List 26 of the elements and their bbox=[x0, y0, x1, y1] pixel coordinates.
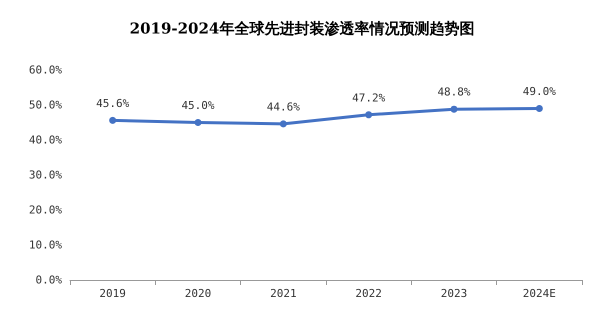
chart-title: 2019-2024年全球先进封装渗透率情况预测趋势图 bbox=[130, 20, 474, 38]
data-label: 49.0% bbox=[522, 85, 556, 98]
y-tick-label: 50.0% bbox=[28, 98, 62, 112]
point bbox=[194, 119, 202, 126]
data-label: 48.8% bbox=[437, 86, 471, 99]
point bbox=[365, 111, 372, 118]
point bbox=[536, 105, 543, 112]
y-tick-label: 60.0% bbox=[28, 64, 62, 76]
x-tick-label: 2021 bbox=[270, 287, 297, 300]
data-label: 44.6% bbox=[266, 100, 300, 114]
x-tick-label: 2023 bbox=[440, 287, 468, 300]
point bbox=[109, 116, 116, 124]
x-tick-label: 2019 bbox=[99, 287, 126, 300]
point bbox=[450, 106, 458, 113]
data-label: 47.2% bbox=[352, 91, 386, 104]
x-tick-label: 2020 bbox=[184, 287, 212, 300]
y-tick-label: 20.0% bbox=[28, 204, 62, 216]
data-label: 45.6% bbox=[96, 96, 130, 110]
y-tick-label: 0.0% bbox=[36, 274, 62, 286]
y-tick-label: 10.0% bbox=[28, 238, 62, 252]
data-label: 45.0% bbox=[181, 99, 215, 112]
x-tick-label: 2022 bbox=[355, 287, 382, 300]
y-tick-label: 30.0% bbox=[28, 168, 62, 182]
x-tick-label: 2024E bbox=[522, 287, 556, 300]
point bbox=[280, 120, 287, 128]
y-tick-label: 40.0% bbox=[28, 134, 62, 146]
